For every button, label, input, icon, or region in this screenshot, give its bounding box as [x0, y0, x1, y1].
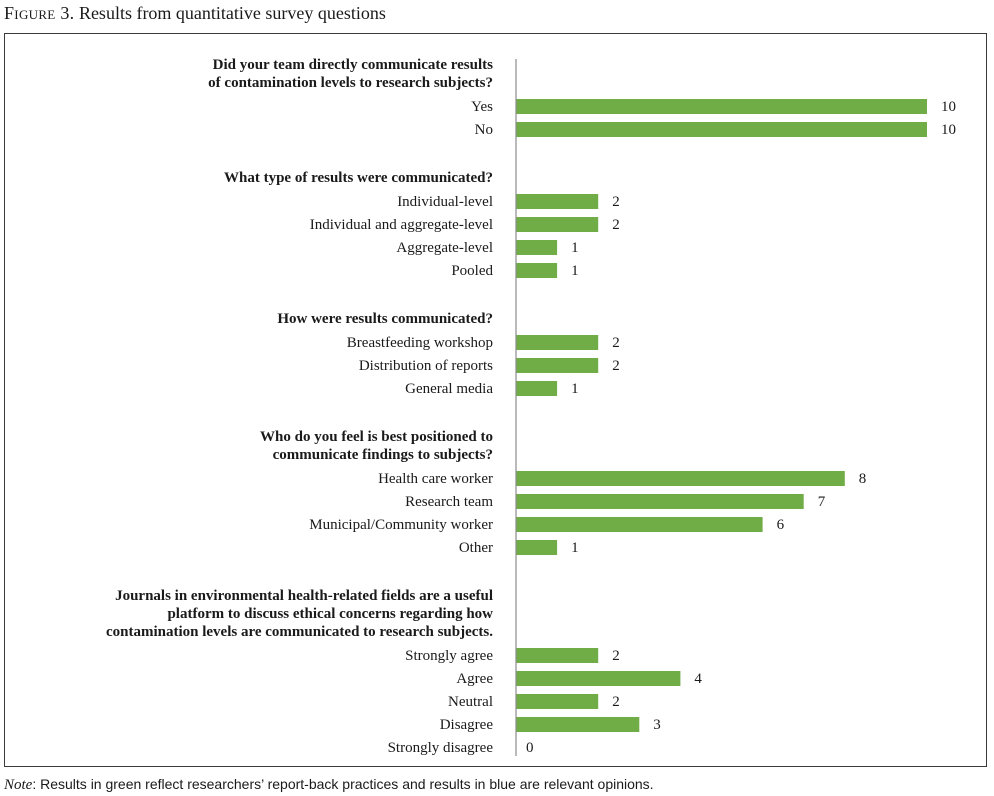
category-label: Individual and aggregate-level [310, 217, 493, 233]
data-label: 8 [859, 471, 867, 487]
data-label: 1 [571, 263, 579, 279]
data-label: 6 [777, 517, 785, 533]
data-label: 7 [818, 494, 826, 510]
bar [516, 517, 763, 532]
data-label: 0 [526, 740, 534, 756]
data-label: 10 [941, 99, 956, 115]
category-label: Strongly disagree [388, 740, 494, 756]
bar [516, 240, 558, 255]
data-label: 1 [571, 381, 579, 397]
category-label: Agree [456, 671, 493, 687]
data-label: 4 [694, 671, 702, 687]
question-label: What type of results were communicated? [224, 170, 493, 186]
category-label: Aggregate-level [396, 240, 493, 256]
question-label: Who do you feel is best positioned to [260, 429, 493, 445]
category-label: Other [459, 540, 493, 556]
bar-chart: Did your team directly communicate resul… [106, 57, 956, 756]
bar [516, 494, 804, 509]
bar [516, 263, 558, 278]
figure-title: Results from quantitative survey questio… [78, 3, 386, 23]
question-label: communicate findings to subjects? [273, 447, 493, 463]
figure-note: Note: Results in green reflect researche… [4, 774, 654, 795]
bar [516, 122, 927, 137]
category-label: Individual-level [397, 194, 493, 210]
figure-label: Figure 3. [4, 3, 75, 23]
bar [516, 194, 599, 209]
category-label: Yes [471, 99, 493, 115]
figure-caption: Figure 3. Results from quantitative surv… [4, 2, 386, 24]
category-label: No [475, 122, 493, 138]
bar [516, 358, 599, 373]
bar [516, 540, 558, 555]
note-label: Note [4, 777, 33, 793]
chart-frame: Did your team directly communicate resul… [4, 33, 987, 767]
category-label: Strongly agree [405, 648, 493, 664]
category-label: Pooled [451, 263, 493, 279]
category-label: General media [405, 381, 493, 397]
category-label: Health care worker [378, 471, 493, 487]
bar [516, 381, 558, 396]
category-label: Disagree [440, 717, 494, 733]
category-label: Breastfeeding workshop [347, 335, 493, 351]
category-label: Distribution of reports [359, 358, 493, 374]
question-label: of contamination levels to research subj… [208, 75, 493, 91]
data-label: 2 [612, 217, 620, 233]
question-label: Journals in environmental health-related… [115, 588, 493, 604]
data-label: 2 [612, 648, 620, 664]
bar [516, 335, 599, 350]
note-text: : Results in green reflect researchers’ … [32, 776, 654, 792]
question-label: platform to discuss ethical concerns reg… [167, 606, 493, 622]
bar [516, 217, 599, 232]
question-label: Did your team directly communicate resul… [213, 57, 494, 73]
bar [516, 694, 599, 709]
category-label: Neutral [448, 694, 493, 710]
category-label: Research team [405, 494, 493, 510]
data-label: 10 [941, 122, 956, 138]
data-label: 2 [612, 194, 620, 210]
bar [516, 671, 681, 686]
data-label: 1 [571, 540, 579, 556]
bar [516, 717, 640, 732]
bar [516, 648, 599, 663]
data-label: 1 [571, 240, 579, 256]
data-label: 2 [612, 358, 620, 374]
question-label: contamination levels are communicated to… [106, 624, 493, 640]
data-label: 3 [653, 717, 661, 733]
data-label: 2 [612, 335, 620, 351]
bar [516, 471, 845, 486]
bar [516, 99, 927, 114]
data-label: 2 [612, 694, 620, 710]
category-label: Municipal/Community worker [309, 517, 493, 533]
question-label: How were results communicated? [277, 311, 493, 327]
